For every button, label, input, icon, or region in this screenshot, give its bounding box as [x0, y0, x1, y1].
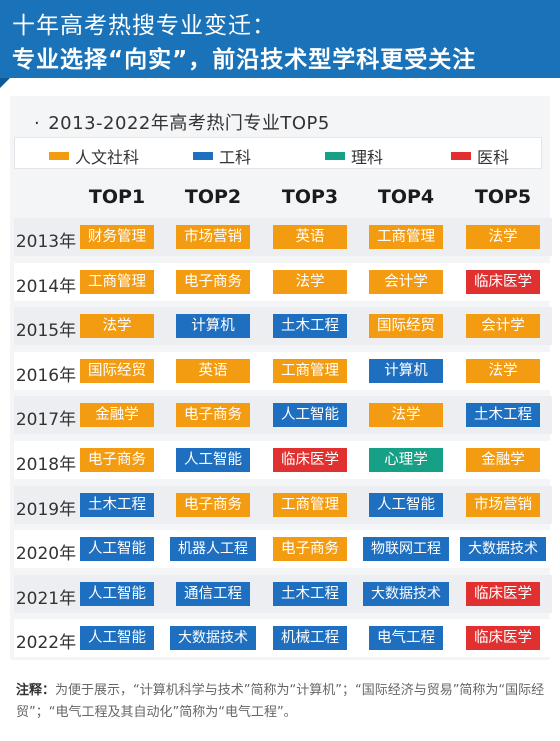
legend-swatch: [49, 152, 69, 160]
legend: 人文社科 工科 理科 医科: [14, 137, 542, 169]
header-title-line1: 十年高考热搜专业变迁：: [12, 13, 276, 39]
footnote-text: 为便于展示，“计算机科学与技术”简称为“计算机”；“国际经济与贸易”简称为“国际…: [16, 683, 545, 720]
major-cell-engineering: 机器人工程: [170, 537, 256, 562]
major-cell-medicine: 临床医学: [466, 269, 540, 294]
row-year-label: 2018年: [15, 455, 77, 475]
major-cell-humanities: 电子商务: [176, 403, 250, 428]
major-cell-humanities: 市场营销: [176, 225, 250, 249]
major-cell-medicine: 临床医学: [466, 626, 540, 651]
column-header-top3: TOP3: [281, 186, 339, 208]
major-cell-engineering: 土木工程: [80, 492, 154, 517]
major-cell-engineering: 计算机: [176, 314, 250, 339]
major-cell-engineering: 人工智能: [80, 537, 154, 562]
major-cell-engineering: 人工智能: [369, 492, 443, 517]
major-cell-engineering: 人工智能: [273, 403, 347, 428]
legend-swatch: [451, 152, 471, 160]
row-year-label: 2022年: [15, 633, 77, 654]
header-title-line2: 专业选择“向实”，前沿技术型学科更受关注: [12, 47, 477, 73]
major-cell-engineering: 人工智能: [176, 448, 250, 472]
footnote: 注释：为便于展示，“计算机科学与技术”简称为“计算机”；“国际经济与贸易”简称为…: [16, 680, 548, 724]
major-cell-humanities: 金融学: [466, 448, 540, 472]
major-cell-engineering: 人工智能: [80, 626, 154, 651]
legend-label: 医科: [477, 148, 510, 167]
major-cell-humanities: 工商管理: [273, 358, 347, 383]
major-cell-humanities: 法学: [273, 269, 347, 294]
major-cell-engineering: 大数据技术: [460, 537, 546, 562]
legend-item-engineering: 工科: [193, 144, 251, 168]
major-cell-humanities: 工商管理: [369, 225, 443, 249]
major-cell-humanities: 工商管理: [273, 492, 347, 517]
major-cell-engineering: 计算机: [369, 358, 443, 383]
major-cell-humanities: 国际经贸: [80, 358, 154, 383]
major-cell-humanities: 英语: [273, 225, 347, 249]
major-cell-humanities: 工商管理: [80, 269, 154, 294]
chart-subtitle: · 2013-2022年高考热门专业TOP5: [34, 113, 330, 134]
major-cell-engineering: 大数据技术: [170, 626, 256, 651]
legend-label: 理科: [351, 148, 384, 167]
major-cell-engineering: 土木工程: [273, 314, 347, 339]
column-header-top5: TOP5: [474, 186, 532, 208]
column-header-top2: TOP2: [184, 186, 242, 208]
major-cell-humanities: 国际经贸: [369, 314, 443, 339]
legend-item-humanities: 人文社科: [49, 144, 139, 168]
major-cell-engineering: 电气工程: [369, 626, 443, 651]
major-cell-humanities: 英语: [176, 358, 250, 383]
legend-item-science: 理科: [325, 144, 383, 168]
major-cell-humanities: 电子商务: [273, 537, 347, 562]
column-header-top1: TOP1: [88, 186, 146, 208]
legend-label: 人文社科: [75, 148, 140, 167]
row-year-label: 2013年: [15, 232, 77, 252]
major-cell-medicine: 临床医学: [466, 581, 540, 606]
row-year-label: 2021年: [15, 588, 77, 609]
major-cell-humanities: 法学: [466, 225, 540, 249]
footnote-label: 注释：: [16, 683, 56, 698]
legend-label: 工科: [219, 148, 252, 167]
legend-swatch: [193, 152, 213, 160]
row-year-label: 2014年: [15, 276, 77, 297]
major-cell-engineering: 机械工程: [273, 626, 347, 651]
major-cell-humanities: 法学: [369, 403, 443, 428]
major-cell-medicine: 临床医学: [273, 448, 347, 472]
major-cell-humanities: 市场营销: [466, 492, 540, 517]
major-cell-humanities: 电子商务: [176, 269, 250, 294]
row-year-label: 2015年: [15, 321, 77, 342]
major-cell-engineering: 物联网工程: [363, 537, 449, 562]
legend-swatch: [325, 152, 345, 160]
major-cell-humanities: 会计学: [466, 314, 540, 339]
header-banner: 十年高考热搜专业变迁： 专业选择“向实”，前沿技术型学科更受关注: [0, 0, 560, 78]
major-cell-engineering: 大数据技术: [363, 581, 449, 606]
major-cell-engineering: 土木工程: [273, 581, 347, 606]
major-cell-humanities: 法学: [80, 314, 154, 339]
major-cell-humanities: 金融学: [80, 403, 154, 428]
column-header-top4: TOP4: [377, 186, 435, 208]
major-cell-humanities: 电子商务: [80, 448, 154, 472]
major-cell-science: 心理学: [369, 448, 443, 472]
major-cell-humanities: 财务管理: [80, 225, 154, 249]
row-year-label: 2017年: [15, 410, 77, 431]
row-year-label: 2016年: [15, 365, 77, 386]
major-cell-humanities: 会计学: [369, 269, 443, 294]
chart-subtitle-text: 2013-2022年高考热门专业TOP5: [48, 113, 330, 134]
header-fold: [0, 78, 10, 88]
major-cell-engineering: 通信工程: [176, 581, 250, 606]
major-cell-engineering: 人工智能: [80, 581, 154, 606]
major-cell-humanities: 电子商务: [176, 492, 250, 517]
major-cell-engineering: 土木工程: [466, 403, 540, 428]
row-year-label: 2020年: [15, 544, 77, 565]
legend-item-medicine: 医科: [451, 144, 509, 168]
row-year-label: 2019年: [15, 499, 77, 520]
major-cell-humanities: 法学: [466, 358, 540, 383]
